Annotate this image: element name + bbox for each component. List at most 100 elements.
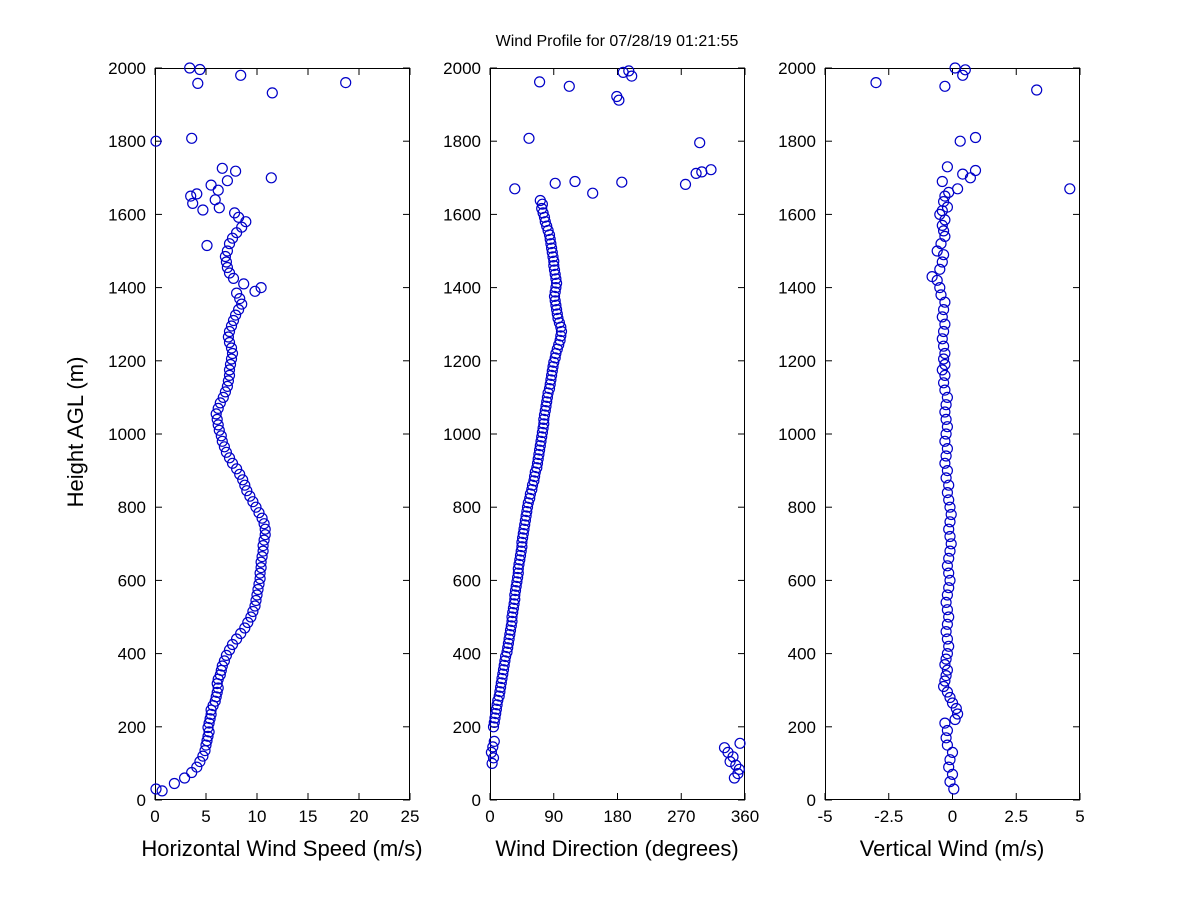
data-point — [535, 435, 547, 447]
data-point — [547, 251, 559, 263]
data-point — [258, 534, 270, 546]
data-point — [937, 225, 950, 237]
y-tick-label: 0 — [137, 791, 146, 810]
data-point — [940, 625, 952, 638]
data-point — [516, 536, 528, 548]
data-point — [937, 340, 950, 352]
x-tick-label: 0 — [485, 807, 494, 826]
data-point — [244, 490, 256, 502]
x-axis-label-wind-direction: Wind Direction (degrees) — [495, 836, 739, 861]
wind-direction-plot: 0 90 180 270 360 0 200 400 600 800 1000 1200 1400 160… — [443, 59, 759, 826]
data-point — [541, 220, 553, 232]
y-tick-label: 1000 — [108, 425, 146, 444]
data-point — [257, 545, 269, 557]
data-point — [533, 444, 546, 456]
data-point — [939, 190, 951, 202]
y-tick-label: 400 — [453, 645, 481, 664]
data-point — [514, 554, 526, 566]
data-point — [194, 63, 206, 76]
data-point — [221, 380, 234, 392]
data-point — [941, 201, 954, 213]
data-point — [500, 650, 512, 663]
data-point — [936, 364, 948, 376]
data-point — [250, 594, 262, 607]
data-point — [939, 318, 951, 330]
data-point — [546, 246, 558, 259]
data-point — [943, 552, 955, 564]
y-tick-label: 1600 — [108, 205, 146, 224]
y-tick-label: 2000 — [778, 59, 816, 78]
data-point — [211, 413, 223, 425]
data-point — [505, 620, 517, 632]
data-point — [202, 721, 214, 734]
data-point — [941, 647, 954, 660]
data-point — [217, 391, 229, 403]
axes-box — [155, 68, 410, 800]
data-point — [546, 365, 558, 377]
data-point — [514, 549, 527, 562]
x-tick-label: 0 — [150, 807, 159, 826]
data-point — [254, 567, 266, 579]
data-point — [941, 161, 954, 173]
data-point — [528, 470, 541, 483]
axes-box — [490, 68, 745, 800]
data-point — [216, 660, 228, 672]
x-tick-label: 25 — [401, 807, 420, 826]
data-point — [502, 637, 514, 650]
data-point — [211, 686, 223, 699]
data-point — [544, 378, 556, 390]
data-point — [515, 545, 527, 557]
data-point — [969, 131, 982, 144]
data-point — [690, 167, 702, 180]
data-point — [587, 187, 599, 199]
data-point — [548, 255, 560, 267]
data-point — [197, 750, 209, 762]
data-point — [518, 523, 530, 535]
data-point — [940, 428, 952, 440]
x-tick-label: -2.5 — [874, 807, 903, 826]
data-point — [939, 369, 951, 381]
data-point — [253, 507, 265, 519]
data-point — [493, 690, 505, 702]
y-tick-label: 200 — [118, 718, 146, 737]
data-point — [937, 377, 950, 389]
data-point — [265, 172, 277, 184]
data-point — [258, 518, 270, 530]
data-point — [488, 716, 500, 729]
data-point — [552, 312, 564, 324]
data-point — [218, 441, 231, 453]
data-point — [156, 785, 168, 797]
data-point — [249, 285, 261, 297]
data-point — [522, 497, 534, 509]
data-point — [941, 724, 954, 737]
data-point — [538, 418, 550, 430]
y-tick-label: 2000 — [443, 59, 481, 78]
data-point — [225, 342, 238, 354]
data-point — [209, 194, 221, 206]
data-point — [497, 668, 509, 680]
y-tick-label: 400 — [788, 645, 816, 664]
data-point — [255, 556, 267, 568]
data-point — [943, 761, 955, 773]
data-point — [544, 233, 556, 245]
data-point — [496, 672, 508, 685]
data-point — [941, 604, 954, 616]
data-point — [734, 737, 746, 749]
data-point — [200, 739, 212, 751]
y-tick-label: 1000 — [778, 425, 816, 444]
data-point — [957, 168, 969, 180]
data-point — [256, 551, 268, 563]
data-point — [259, 529, 271, 541]
data-point — [504, 624, 517, 636]
data-point — [236, 298, 248, 310]
x-axis-label-horizontal-wind-speed: Horizontal Wind Speed (m/s) — [141, 836, 423, 861]
data-point — [201, 735, 213, 747]
data-point — [210, 408, 222, 420]
data-point — [1031, 84, 1043, 96]
data-point — [539, 405, 551, 417]
data-point — [944, 516, 956, 528]
data-point — [534, 194, 546, 207]
data-point — [936, 333, 948, 345]
data-point — [941, 560, 954, 572]
data-point — [487, 721, 500, 733]
